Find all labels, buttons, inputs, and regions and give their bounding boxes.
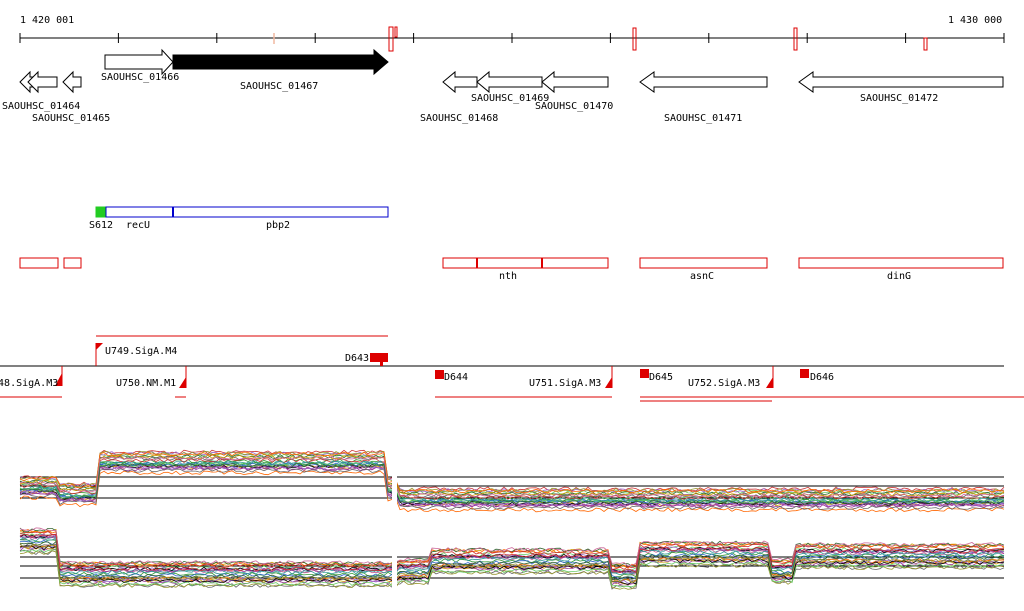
gene-saouhsc-01469[interactable]: SAOUHSC_01469 xyxy=(471,70,549,104)
promoter-d646: D646 xyxy=(810,372,834,383)
expression-trace xyxy=(19,537,1005,576)
expression-trace xyxy=(19,540,1005,581)
expression-profiles xyxy=(19,445,1005,595)
promoter-u751: U751.SigA.M3 xyxy=(529,378,601,389)
ruler-ticks xyxy=(19,33,1005,43)
gene-saouhsc-01467[interactable]: SAOUHSC_01467 xyxy=(172,48,389,92)
gene-saouhsc-01471[interactable]: SAOUHSC_01471 xyxy=(639,71,768,124)
expression-trace xyxy=(19,543,1005,582)
gene-label: SAOUHSC_01467 xyxy=(240,81,318,92)
gene-label: SAOUHSC_01465 xyxy=(32,113,110,124)
gene-saouhsc-01464[interactable]: SAOUHSC_01464 xyxy=(2,70,80,112)
expression-trace xyxy=(19,548,1005,588)
promoter-d644: D644 xyxy=(444,372,468,383)
expression-trace xyxy=(19,531,1005,570)
expression-trace xyxy=(19,527,1005,567)
gene-label: SAOUHSC_01472 xyxy=(860,93,938,104)
promoter-d645: D645 xyxy=(649,372,673,383)
expression-trace xyxy=(19,533,1005,574)
gene-label: SAOUHSC_01471 xyxy=(664,113,742,124)
expression-trace xyxy=(19,468,1005,510)
expression-trace xyxy=(19,455,1005,498)
expression-trace xyxy=(19,463,1005,505)
operon-segment-recu: recU xyxy=(126,220,150,231)
promoter-u748: U748.SigA.M3 xyxy=(0,378,58,389)
promoter-d643: D643 xyxy=(345,353,369,364)
expression-trace xyxy=(19,550,1005,590)
promoter-u749: U749.SigA.M4 xyxy=(105,346,177,357)
operon-segment-pbp2: pbp2 xyxy=(266,220,290,231)
expression-trace xyxy=(19,535,1005,576)
annotation-asnc: asnC xyxy=(690,271,714,282)
gene-label: SAOUHSC_01469 xyxy=(471,93,549,104)
expression-trace xyxy=(19,451,1005,494)
gene-label: SAOUHSC_01470 xyxy=(535,101,613,112)
expression-trace xyxy=(19,450,1005,493)
coordinate-ruler: 1 420 001 1 430 000 xyxy=(19,15,1005,52)
operon-start-label: S612 xyxy=(89,220,113,231)
annotation-ding: dinG xyxy=(887,271,911,282)
promoter-u750: U750.NM.M1 xyxy=(116,378,176,389)
expression-trace xyxy=(19,470,1005,513)
red-annotation-track[interactable]: nth asnC dinG xyxy=(19,257,1004,282)
expression-trace xyxy=(19,458,1005,500)
gene-label: SAOUHSC_01468 xyxy=(420,113,498,124)
expression-trace xyxy=(19,534,1005,575)
promoter-track[interactable]: U749.SigA.M4 D643 U748.SigA.M3 U750.NM.M… xyxy=(0,335,1024,402)
gene-label: SAOUHSC_01466 xyxy=(101,72,179,83)
gene-label: SAOUHSC_01464 xyxy=(2,101,80,112)
ruler-start-label: 1 420 001 xyxy=(20,15,74,26)
annotation-nth: nth xyxy=(499,271,517,282)
gene-track: SAOUHSC_01464 SAOUHSC_01465 SAOUHSC_0146… xyxy=(2,48,1004,124)
gene-saouhsc-01472[interactable]: SAOUHSC_01472 xyxy=(798,71,1004,104)
expression-trace xyxy=(19,460,1005,503)
operon-track[interactable]: S612 recU pbp2 xyxy=(89,206,389,231)
expression-trace xyxy=(19,527,1005,567)
promoter-u752: U752.SigA.M3 xyxy=(688,378,760,389)
expression-trace xyxy=(19,464,1005,507)
gene-saouhsc-01465[interactable]: SAOUHSC_01465 xyxy=(32,70,110,124)
gene-saouhsc-01470[interactable]: SAOUHSC_01470 xyxy=(535,70,613,112)
ruler-end-label: 1 430 000 xyxy=(948,15,1002,26)
expression-trace xyxy=(19,545,1005,585)
expression-trace xyxy=(19,543,1004,583)
gene-saouhsc-01466[interactable]: SAOUHSC_01466 xyxy=(101,48,179,83)
expression-trace xyxy=(19,449,1005,492)
